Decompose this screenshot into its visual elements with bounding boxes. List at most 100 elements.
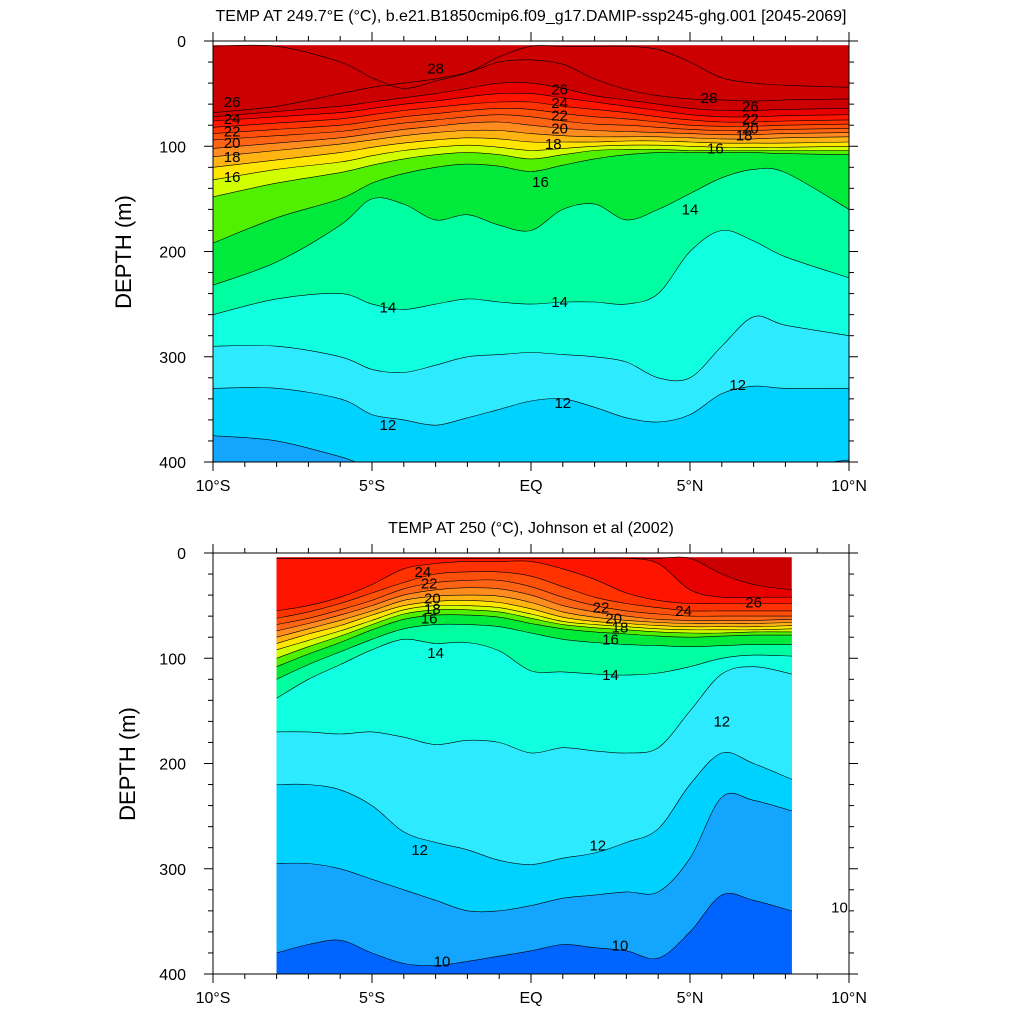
contour-label: 22: [593, 600, 610, 617]
contour-label: 14: [682, 201, 699, 218]
contour-fill-12: [213, 386, 849, 462]
y-tick-label: 0: [177, 546, 186, 563]
isotherm-line-14: [213, 229, 849, 315]
contour-label: 18: [736, 128, 753, 145]
bottom-panel-frame: [212, 552, 850, 975]
contour-label: 22: [421, 576, 438, 593]
isotherm-line-16: [276, 614, 792, 667]
contour-label: 14: [602, 667, 619, 684]
contour-label: 12: [589, 838, 606, 855]
bottom-panel-axes: 10°S 5°S EQ 5°N 10°N 0 100 200 300 400: [159, 544, 867, 1007]
x-tick-label: 5°S: [359, 478, 385, 495]
contour-label: 12: [713, 713, 730, 730]
contour-fill-11: [276, 793, 792, 974]
isotherm-line-21: [213, 121, 849, 149]
contour-label: 24: [675, 603, 692, 620]
top-panel-title: TEMP AT 249.7°E (°C), b.e21.B1850cmip6.f…: [216, 8, 847, 25]
contour-label: 18: [224, 149, 241, 166]
contour-label: 14: [380, 299, 397, 316]
contour-label: 22: [551, 108, 568, 125]
contour-fill-11: [213, 435, 849, 462]
y-tick-label: 400: [159, 455, 186, 472]
isotherm-line-13: [213, 315, 849, 382]
x-tick-label: 10°S: [196, 478, 231, 495]
y-tick-label: 100: [159, 651, 186, 668]
isotherm-line-25: [276, 557, 792, 599]
contour-label: 24: [551, 95, 568, 112]
bottom-panel-y-axis-title: DEPTH (m): [115, 707, 140, 821]
isotherm-line-11: [276, 792, 792, 913]
x-tick-label: 10°N: [831, 478, 867, 495]
contour-label: 14: [551, 294, 568, 311]
contour-label: 28: [427, 60, 444, 77]
contour-label: 10: [612, 938, 629, 955]
y-tick-label: 400: [159, 967, 186, 984]
isotherm-line-17: [276, 609, 792, 659]
contour-label: 12: [554, 395, 571, 412]
contour-label: 16: [224, 169, 241, 186]
x-tick-label: 5°S: [359, 990, 385, 1007]
contour-label: 18: [612, 620, 629, 637]
contour-label: 22: [224, 124, 241, 141]
bottom-panel-contour-lines: [276, 556, 792, 966]
contour-label: 26: [742, 98, 759, 115]
contour-label: 12: [380, 417, 397, 434]
isotherm-line-17: [213, 148, 849, 198]
isotherm-line-23: [213, 108, 849, 134]
contour-label: 26: [224, 94, 241, 111]
x-tick-label: EQ: [519, 478, 542, 495]
contour-label: 10: [831, 900, 848, 917]
isotherm-line-25: [213, 92, 849, 122]
contour-label: 28: [701, 90, 718, 107]
isotherm-line-18: [276, 604, 792, 651]
bottom-panel-title: TEMP AT 250 (°C), Johnson et al (2002): [388, 520, 674, 537]
isotherm-line-12: [213, 385, 849, 426]
isotherm-line-10: [276, 893, 792, 966]
y-tick-label: 100: [159, 139, 186, 156]
y-tick-label: 300: [159, 350, 186, 367]
contour-label: 12: [411, 842, 428, 859]
contour-label: 20: [224, 135, 241, 152]
y-tick-label: 300: [159, 862, 186, 879]
isotherm-line-12: [276, 751, 792, 865]
x-tick-label: EQ: [519, 990, 542, 1007]
y-tick-label: 200: [159, 245, 186, 262]
isotherm-line-22: [276, 579, 792, 625]
bottom-panel: TEMP AT 250 (°C), Johnson et al (2002) D…: [115, 520, 867, 1007]
isotherm-line-14: [276, 638, 792, 699]
contour-fill-9: [277, 979, 792, 984]
contour-label: 24: [224, 111, 241, 128]
contour-label: 20: [742, 120, 759, 137]
contour-label: 12: [729, 377, 746, 394]
top-panel-axes: 10°S 5°S EQ 5°N 10°N 0 100 200 300 400: [159, 32, 867, 495]
top-panel-contour-lines: [213, 44, 849, 462]
contour-label: 14: [427, 645, 444, 662]
contour-label: 26: [551, 81, 568, 98]
isotherm-line-24: [213, 101, 849, 128]
contour-label: 16: [602, 631, 619, 648]
isotherm-line-22: [213, 114, 849, 141]
y-tick-label: 0: [177, 34, 186, 51]
contour-label: 10: [434, 953, 451, 970]
y-tick-label: 200: [159, 757, 186, 774]
isotherm-line-18: [213, 144, 849, 181]
contour-label: 20: [605, 610, 622, 627]
isotherm-line-20: [276, 594, 792, 638]
isotherm-line-15: [213, 167, 849, 286]
contour-label: 16: [532, 174, 549, 191]
isotherm-line-20: [213, 129, 849, 158]
contour-label: 18: [545, 136, 562, 153]
top-panel-contour-fills: [213, 45, 849, 462]
isotherm-line-28: [213, 44, 849, 89]
isotherm-line-26: [213, 82, 849, 118]
contour-label: 16: [707, 140, 724, 157]
contour-label: 24: [415, 564, 432, 581]
isotherm-line-16: [213, 152, 849, 244]
contour-label: 26: [745, 595, 762, 612]
contour-label: 22: [742, 111, 759, 128]
isotherm-line-21: [276, 587, 792, 632]
isotherm-line-19: [276, 600, 792, 644]
